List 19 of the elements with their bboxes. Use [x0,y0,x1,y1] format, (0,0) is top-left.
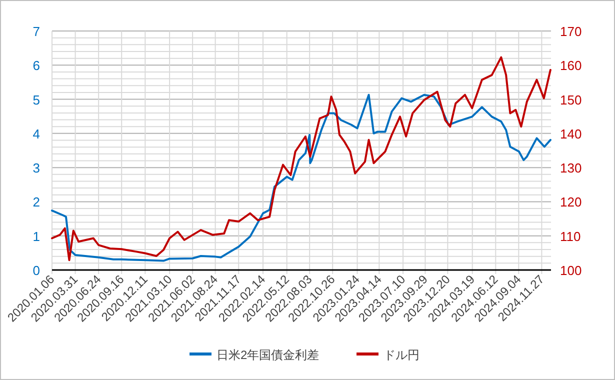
y-tick-label: 1 [32,228,40,244]
y2-tick-label: 150 [560,92,582,108]
line-series [51,94,552,262]
y-tick-label: 7 [32,24,40,39]
y-tick-label: 5 [32,92,40,108]
legend-label: 日米2年国債金利差 [216,348,320,362]
y2-tick-label: 130 [560,160,582,176]
y-tick-label: 2 [32,194,40,210]
y2-tick-label: 170 [560,24,582,39]
y2-tick-label: 100 [560,263,582,278]
legend-label: ドル円 [384,348,420,362]
y2-tick-label: 120 [560,194,582,210]
y-tick-label: 6 [32,58,40,74]
y2-tick-label: 140 [560,126,582,142]
y-tick-label: 0 [32,263,40,278]
y-tick-label: 4 [32,126,40,142]
y-tick-label: 3 [32,160,40,176]
y2-tick-label: 110 [560,228,581,244]
y2-tick-label: 160 [560,58,582,74]
